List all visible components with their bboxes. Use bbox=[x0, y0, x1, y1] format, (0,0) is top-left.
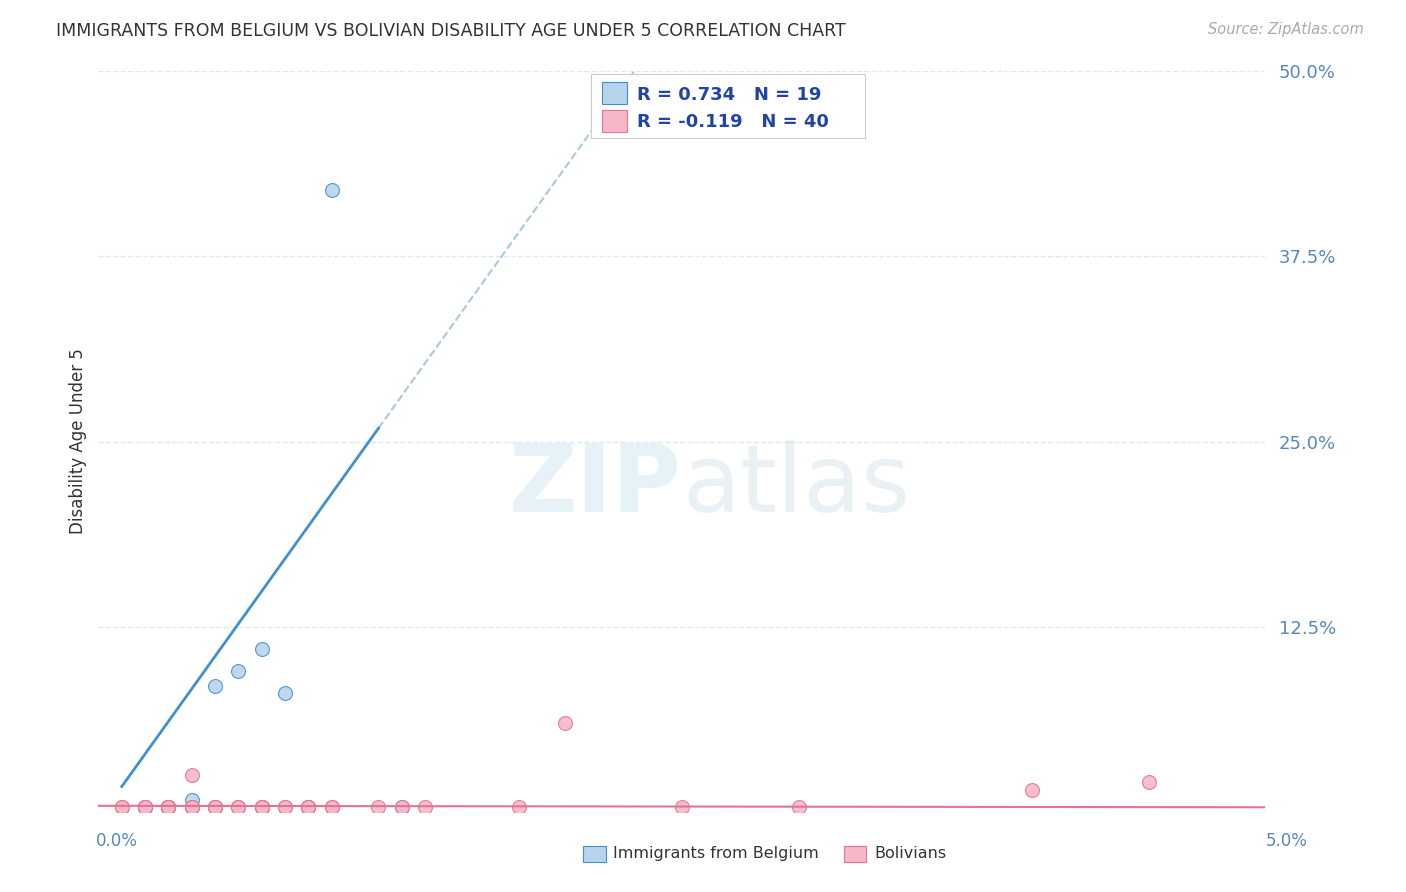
Text: Source: ZipAtlas.com: Source: ZipAtlas.com bbox=[1208, 22, 1364, 37]
Y-axis label: Disability Age Under 5: Disability Age Under 5 bbox=[69, 349, 87, 534]
Text: R = 0.734   N = 19: R = 0.734 N = 19 bbox=[637, 87, 821, 104]
Point bbox=[228, 800, 250, 814]
Point bbox=[554, 715, 576, 730]
Point bbox=[250, 800, 273, 814]
Point bbox=[1137, 775, 1160, 789]
Point bbox=[157, 800, 180, 814]
Point bbox=[321, 183, 343, 197]
Point bbox=[274, 800, 297, 814]
Point bbox=[297, 800, 319, 814]
Text: ZIP: ZIP bbox=[509, 440, 682, 532]
Point bbox=[274, 800, 297, 814]
Point bbox=[134, 800, 156, 814]
Point bbox=[180, 800, 202, 814]
Point bbox=[250, 800, 273, 814]
Point bbox=[204, 800, 226, 814]
Text: Bolivians: Bolivians bbox=[875, 847, 946, 861]
Point bbox=[274, 686, 297, 700]
Point bbox=[157, 800, 180, 814]
Point bbox=[250, 800, 273, 814]
Point bbox=[787, 800, 810, 814]
Point bbox=[297, 800, 319, 814]
Point bbox=[297, 800, 319, 814]
Point bbox=[180, 800, 202, 814]
Point bbox=[204, 679, 226, 693]
Point bbox=[204, 800, 226, 814]
Text: 0.0%: 0.0% bbox=[96, 831, 138, 849]
Point bbox=[111, 800, 134, 814]
Point bbox=[204, 800, 226, 814]
Point bbox=[157, 800, 180, 814]
Point bbox=[134, 800, 156, 814]
Text: 5.0%: 5.0% bbox=[1265, 831, 1308, 849]
Point bbox=[250, 800, 273, 814]
Point bbox=[671, 800, 693, 814]
Text: R = -0.119   N = 40: R = -0.119 N = 40 bbox=[637, 113, 828, 131]
Text: Immigrants from Belgium: Immigrants from Belgium bbox=[613, 847, 818, 861]
Point bbox=[1021, 782, 1043, 797]
Point bbox=[321, 800, 343, 814]
Point bbox=[157, 800, 180, 814]
Point bbox=[111, 800, 134, 814]
Point bbox=[157, 800, 180, 814]
Point bbox=[250, 641, 273, 656]
Point bbox=[228, 664, 250, 678]
Point bbox=[228, 800, 250, 814]
Point bbox=[180, 800, 202, 814]
Point bbox=[157, 800, 180, 814]
Point bbox=[180, 800, 202, 814]
Point bbox=[134, 800, 156, 814]
Text: IMMIGRANTS FROM BELGIUM VS BOLIVIAN DISABILITY AGE UNDER 5 CORRELATION CHART: IMMIGRANTS FROM BELGIUM VS BOLIVIAN DISA… bbox=[56, 22, 846, 40]
Point bbox=[367, 800, 389, 814]
Point bbox=[157, 800, 180, 814]
Point bbox=[391, 800, 413, 814]
Point bbox=[180, 793, 202, 807]
Point bbox=[134, 800, 156, 814]
Point bbox=[134, 800, 156, 814]
Point bbox=[250, 800, 273, 814]
Point bbox=[157, 800, 180, 814]
Point bbox=[157, 800, 180, 814]
Point bbox=[391, 800, 413, 814]
Point bbox=[228, 800, 250, 814]
Point bbox=[508, 800, 530, 814]
Point bbox=[180, 767, 202, 781]
Point bbox=[297, 800, 319, 814]
Point bbox=[204, 800, 226, 814]
Text: atlas: atlas bbox=[682, 440, 910, 532]
Point bbox=[204, 800, 226, 814]
Point bbox=[134, 800, 156, 814]
Point bbox=[413, 800, 436, 814]
Point bbox=[321, 800, 343, 814]
